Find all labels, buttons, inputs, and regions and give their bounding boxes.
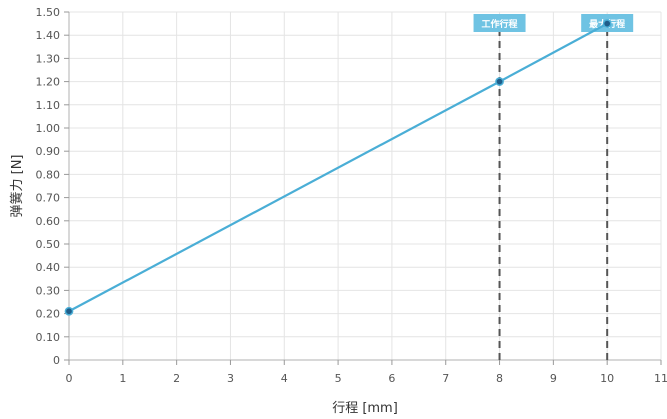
- axes: [68, 12, 661, 361]
- y-tick-label: 0.70: [36, 192, 61, 205]
- y-tick-label: 1.40: [36, 29, 61, 42]
- x-tick-label: 9: [550, 372, 557, 385]
- y-axis-ticks: 0 0.10 0.20 0.30 0.40 0.50 0.60 0.70 0.80 0.90 1.0…: [36, 6, 69, 367]
- data-point: [64, 306, 74, 316]
- y-tick-label: 1.00: [36, 122, 61, 135]
- stroke-markers: 工作行程最大行程: [473, 14, 634, 360]
- y-tick-label: 0.30: [36, 284, 61, 297]
- x-tick-label: 7: [442, 372, 449, 385]
- x-tick-label: 11: [654, 372, 667, 385]
- x-tick-label: 3: [227, 372, 234, 385]
- data-point: [602, 19, 612, 28]
- x-tick-label: 5: [335, 372, 342, 385]
- x-axis-title: 行程 [mm]: [332, 401, 398, 416]
- data-point: [495, 77, 504, 86]
- y-axis-title: 弹簧力 [N]: [9, 154, 25, 217]
- x-tick-label: 2: [173, 372, 180, 385]
- y-tick-label: 0.80: [36, 168, 61, 181]
- y-tick-label: 0.40: [36, 261, 61, 274]
- y-tick-label: 0.60: [36, 215, 61, 228]
- y-tick-label: 1.20: [36, 76, 61, 89]
- x-tick-label: 10: [600, 372, 614, 385]
- x-tick-label: 8: [496, 372, 503, 385]
- y-tick-label: 0: [53, 354, 60, 367]
- series-layer: [64, 19, 612, 316]
- x-tick-label: 4: [281, 372, 288, 385]
- x-tick-label: 6: [388, 372, 395, 385]
- y-tick-label: 0.50: [36, 238, 61, 251]
- y-tick-label: 1.30: [36, 52, 61, 65]
- y-tick-label: 1.10: [36, 99, 61, 112]
- x-axis-ticks: 0 1 2 3 4 5 6 7 8 9 10 11: [66, 360, 667, 385]
- y-tick-label: 0.90: [36, 145, 61, 158]
- y-tick-label: 1.50: [36, 6, 61, 19]
- grid-lines: [68, 11, 662, 361]
- marker-label: 工作行程: [482, 18, 518, 30]
- y-tick-label: 0.10: [36, 331, 61, 344]
- y-tick-label: 0.20: [36, 308, 61, 321]
- x-tick-label: 0: [66, 372, 73, 385]
- marker-label-box: [473, 14, 526, 32]
- x-tick-label: 1: [119, 372, 126, 385]
